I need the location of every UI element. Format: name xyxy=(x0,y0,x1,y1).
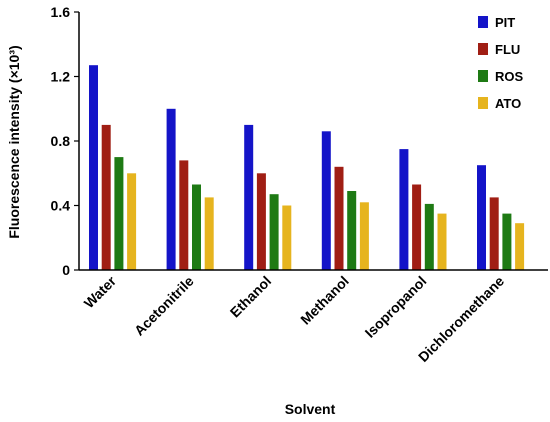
x-tick-label-isopropanol: Isopropanol xyxy=(362,273,430,341)
bar-pit-acetonitrile xyxy=(166,108,176,271)
bar-flu-water xyxy=(101,124,111,271)
bar-ros-acetonitrile xyxy=(192,184,201,270)
bar-ato-acetonitrile xyxy=(204,197,214,270)
y-axis-title: Fluorescence intensity (×10³) xyxy=(6,45,22,238)
x-axis-title: Solvent xyxy=(285,401,336,417)
bar-flu-dichloromethane xyxy=(489,197,499,270)
bar-pit-methanol xyxy=(321,131,331,270)
bar-flu-acetonitrile xyxy=(179,160,189,270)
y-tick-label-1-2: 1.2 xyxy=(51,69,71,85)
bar-ato-ethanol xyxy=(282,205,292,270)
x-tick-label-ethanol: Ethanol xyxy=(227,273,275,321)
legend-swatch-ros xyxy=(478,70,488,82)
y-tick-label-1-6: 1.6 xyxy=(51,4,71,20)
y-tick-label-0-8: 0.8 xyxy=(51,133,71,149)
axes-layer xyxy=(74,11,548,271)
bar-ros-dichloromethane xyxy=(502,213,512,270)
bar-ato-methanol xyxy=(359,202,369,270)
x-tick-label-water: Water xyxy=(81,272,120,311)
y-tick-label-0: 0 xyxy=(62,262,70,278)
bar-ros-methanol xyxy=(347,191,357,270)
bar-ros-isopropanol xyxy=(424,203,434,270)
x-tick-label-methanol: Methanol xyxy=(297,273,352,328)
bars-layer xyxy=(89,65,525,271)
legend-label-pit: PIT xyxy=(495,15,515,30)
bar-pit-isopropanol xyxy=(399,149,409,270)
y-tick-label-0-4: 0.4 xyxy=(51,198,71,214)
bar-ato-water xyxy=(127,173,137,271)
legend-swatch-ato xyxy=(478,97,488,109)
bar-pit-water xyxy=(89,65,98,270)
legend-label-ros: ROS xyxy=(495,69,524,84)
x-tick-label-acetonitrile: Acetonitrile xyxy=(131,273,197,339)
bar-pit-ethanol xyxy=(244,124,254,271)
legend-label-flu: FLU xyxy=(495,42,520,57)
legend-swatch-pit xyxy=(478,16,488,28)
bar-ros-ethanol xyxy=(269,194,279,270)
bar-flu-ethanol xyxy=(256,173,266,271)
bar-flu-isopropanol xyxy=(412,184,422,270)
legend: PIT FLU ROS ATO xyxy=(478,15,524,111)
bar-pit-dichloromethane xyxy=(477,165,486,270)
bar-ato-isopropanol xyxy=(437,213,447,270)
bar-ros-water xyxy=(114,157,124,270)
legend-swatch-flu xyxy=(478,43,488,55)
bar-flu-methanol xyxy=(334,166,344,270)
bar-ato-dichloromethane xyxy=(515,223,525,270)
legend-label-ato: ATO xyxy=(495,96,521,111)
x-tick-label-dichloromethane: Dichloromethane xyxy=(415,273,507,365)
